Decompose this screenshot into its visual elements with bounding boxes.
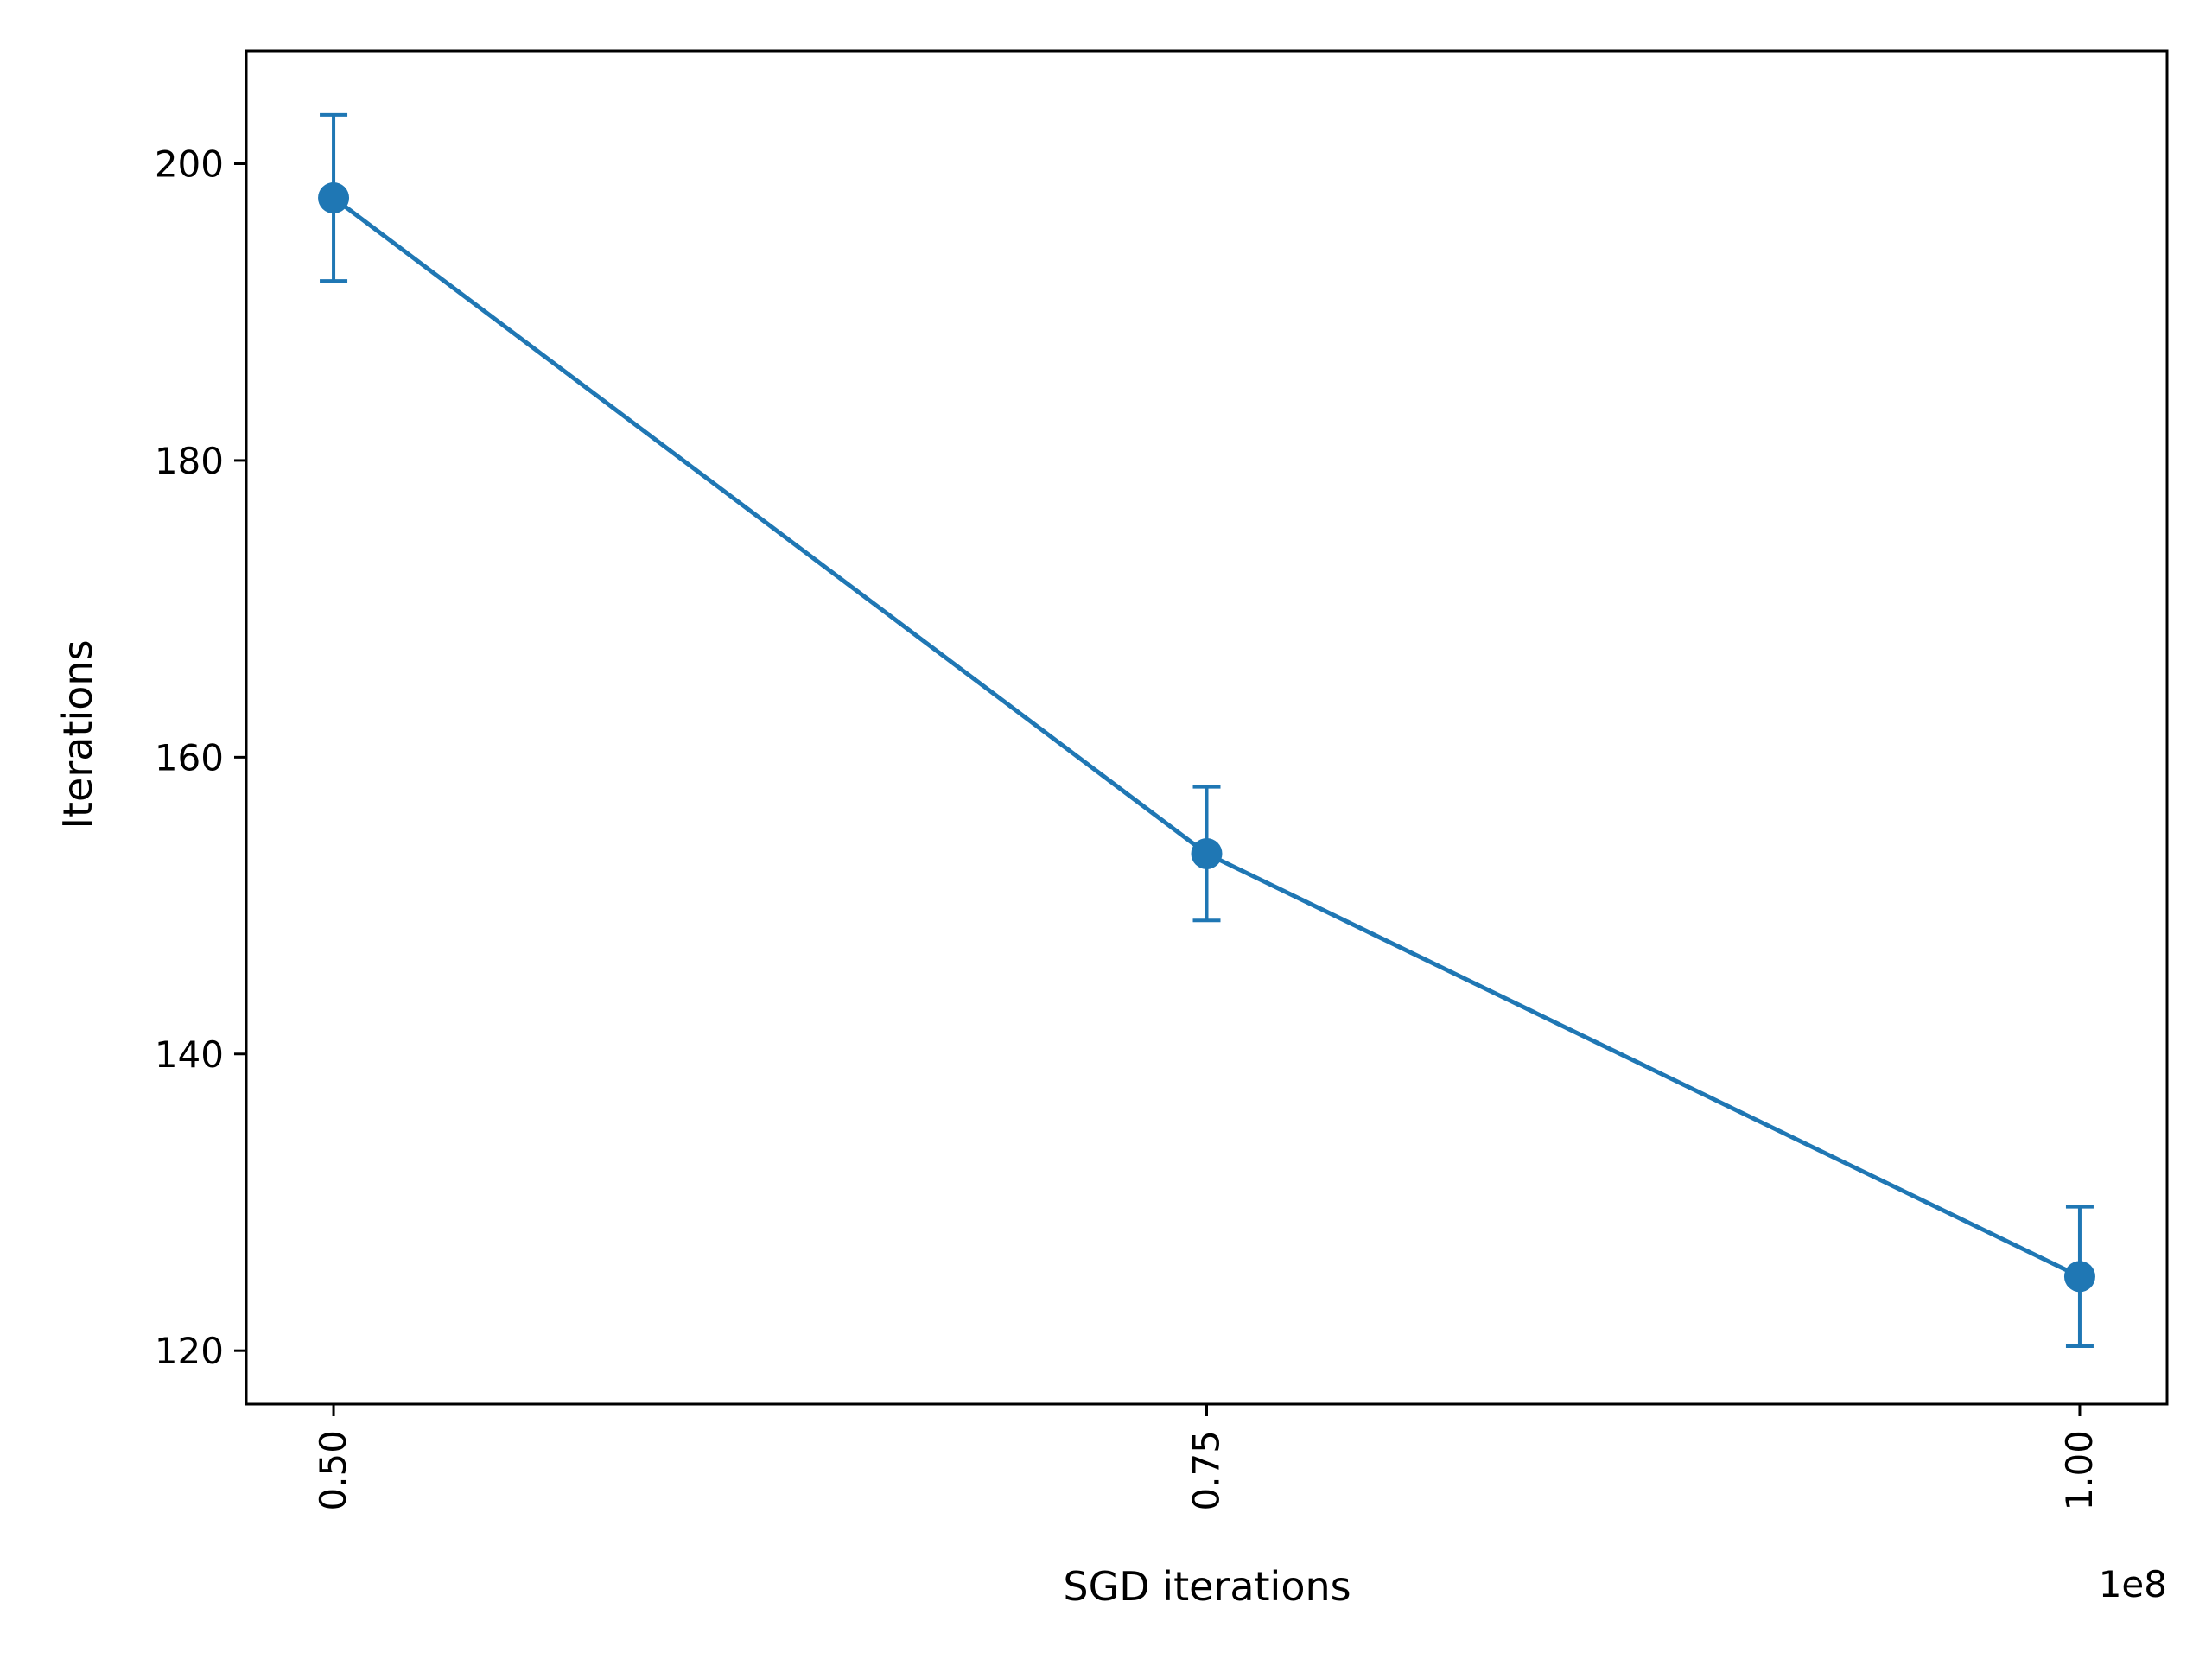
- x-tick-label: 0.50: [312, 1430, 354, 1511]
- data-point: [318, 181, 350, 213]
- series-layer: [318, 112, 2095, 1349]
- data-point: [2063, 1261, 2095, 1293]
- x-axis-ticks: 0.50 0.75 1.00: [312, 1404, 2101, 1511]
- x-axis-offset-label: 1e8: [2099, 1563, 2167, 1605]
- y-tick-label: 120: [155, 1330, 224, 1372]
- x-tick-label: 1.00: [2058, 1430, 2101, 1511]
- y-tick-label: 180: [155, 440, 224, 482]
- data-point: [1191, 837, 1223, 869]
- y-tick-label: 140: [155, 1033, 224, 1076]
- y-tick-label: 160: [155, 736, 224, 779]
- y-tick-label: 200: [155, 143, 224, 186]
- x-axis-label: SGD iterations: [1063, 1563, 1351, 1610]
- y-axis-ticks: 120 140 160 180 200: [155, 143, 246, 1372]
- y-axis-label: Iterations: [54, 639, 101, 829]
- x-tick-label: 0.75: [1185, 1430, 1228, 1511]
